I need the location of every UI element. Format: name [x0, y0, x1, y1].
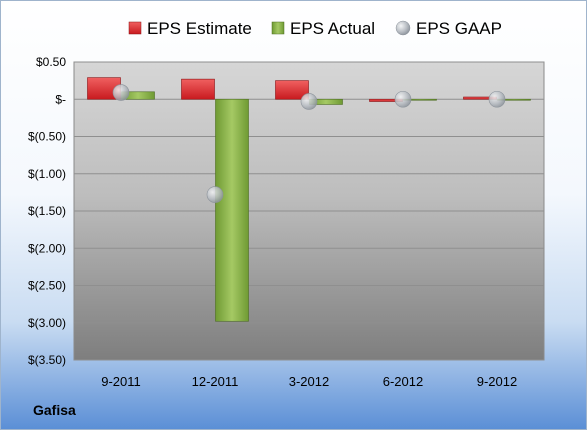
point-eps-gaap [206, 186, 224, 203]
x-axis-categories: 9-2011 12-2011 3-2012 6-2012 9-2012 [101, 374, 517, 389]
legend-swatch-gaap [395, 20, 411, 36]
y-axis-ticks: $0.50 $- $(0.50) $(1.00) $(1.50) $(2.00) $(2.5… [28, 55, 66, 367]
y-tick-label: $(2.50) [28, 279, 66, 293]
point-eps-gaap [300, 93, 318, 110]
bar-eps-actual [215, 98, 249, 322]
legend-label-gaap: EPS GAAP [416, 19, 502, 38]
legend: EPS Estimate EPS Actual EPS GAAP [128, 19, 502, 38]
legend-label-actual: EPS Actual [290, 19, 375, 38]
point-eps-gaap [488, 90, 506, 108]
bar-eps-estimate [275, 80, 309, 100]
legend-item-gaap: EPS GAAP [395, 19, 502, 38]
gaap-points [112, 84, 506, 203]
bars [87, 77, 531, 322]
x-category-label: 6-2012 [383, 374, 423, 389]
company-name: Gafisa [33, 402, 76, 418]
point-eps-gaap [112, 84, 130, 101]
legend-swatch-actual [271, 21, 285, 35]
y-tick-label: $(0.50) [28, 130, 66, 144]
y-tick-label: $(3.00) [28, 316, 66, 330]
legend-item-actual: EPS Actual [271, 19, 375, 38]
legend-swatch-estimate [128, 21, 142, 35]
legend-label-estimate: EPS Estimate [147, 19, 252, 38]
x-category-label: 9-2011 [101, 374, 141, 389]
legend-item-estimate: EPS Estimate [128, 19, 252, 38]
y-tick-label: $(1.50) [28, 204, 66, 218]
x-category-label: 9-2012 [477, 374, 517, 389]
x-category-label: 12-2011 [192, 374, 239, 389]
y-tick-label: $(2.00) [28, 241, 66, 255]
y-tick-label: $- [55, 92, 66, 106]
y-tick-label: $(3.50) [28, 353, 66, 367]
bar-eps-estimate [181, 78, 215, 100]
y-tick-label: $0.50 [36, 55, 66, 69]
x-category-label: 3-2012 [289, 374, 329, 389]
y-tick-label: $(1.00) [28, 167, 66, 181]
point-eps-gaap [394, 90, 412, 108]
